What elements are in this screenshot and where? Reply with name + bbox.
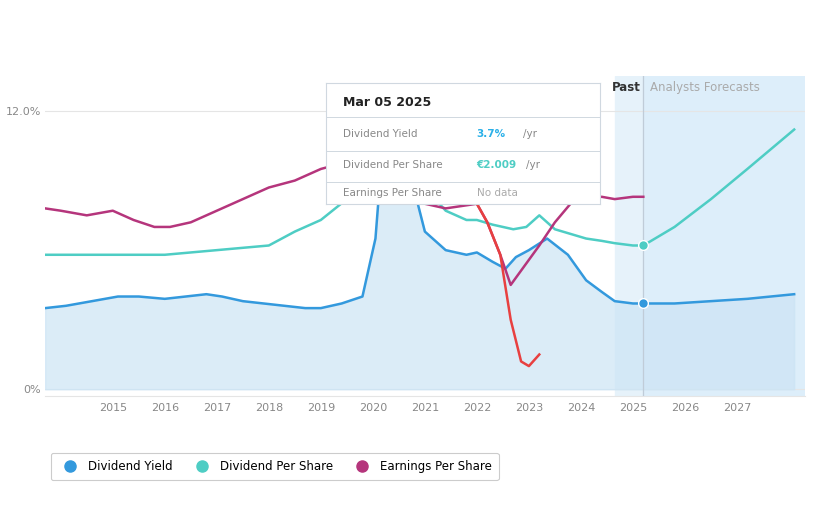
Text: Past: Past — [612, 81, 640, 94]
Legend: Dividend Yield, Dividend Per Share, Earnings Per Share: Dividend Yield, Dividend Per Share, Earn… — [51, 453, 499, 480]
Bar — [615, 76, 644, 396]
Text: Analysts Forecasts: Analysts Forecasts — [649, 81, 759, 94]
Bar — [644, 76, 805, 396]
